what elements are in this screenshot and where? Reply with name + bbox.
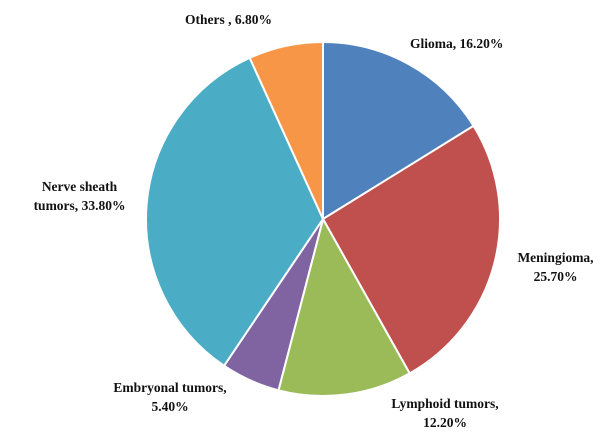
- slice-label: Nerve sheath tumors, 33.80%: [22, 177, 137, 215]
- slice-label: Meningioma, 25.70%: [503, 248, 608, 286]
- slice-label: Glioma, 16.20%: [410, 34, 580, 53]
- category-label: Others ,: [185, 12, 232, 27]
- category-label: Glioma,: [410, 36, 457, 51]
- value-label: 33.80%: [81, 198, 126, 213]
- value-label: 25.70%: [533, 269, 578, 284]
- value-label: 16.20%: [459, 36, 504, 51]
- value-label: 6.80%: [234, 12, 272, 27]
- value-label: 12.20%: [423, 415, 467, 430]
- category-label: Meningioma,: [517, 250, 594, 265]
- slice-label: Others , 6.80%: [185, 10, 305, 29]
- slice-label: Embryonal tumors, 5.40%: [95, 378, 245, 416]
- pie-slice: [145, 56, 325, 368]
- pie-slice: [322, 40, 475, 221]
- category-label: Nerve sheath tumors,: [33, 179, 118, 213]
- category-label: Lymphoid tumors,: [391, 396, 499, 411]
- pie-slice: [248, 40, 324, 220]
- pie-slice: [277, 216, 412, 397]
- slice-label: Lymphoid tumors, 12.20%: [380, 394, 510, 432]
- value-label: 5.40%: [151, 399, 189, 414]
- pie-slice: [321, 124, 501, 375]
- category-label: Embryonal tumors,: [113, 380, 227, 395]
